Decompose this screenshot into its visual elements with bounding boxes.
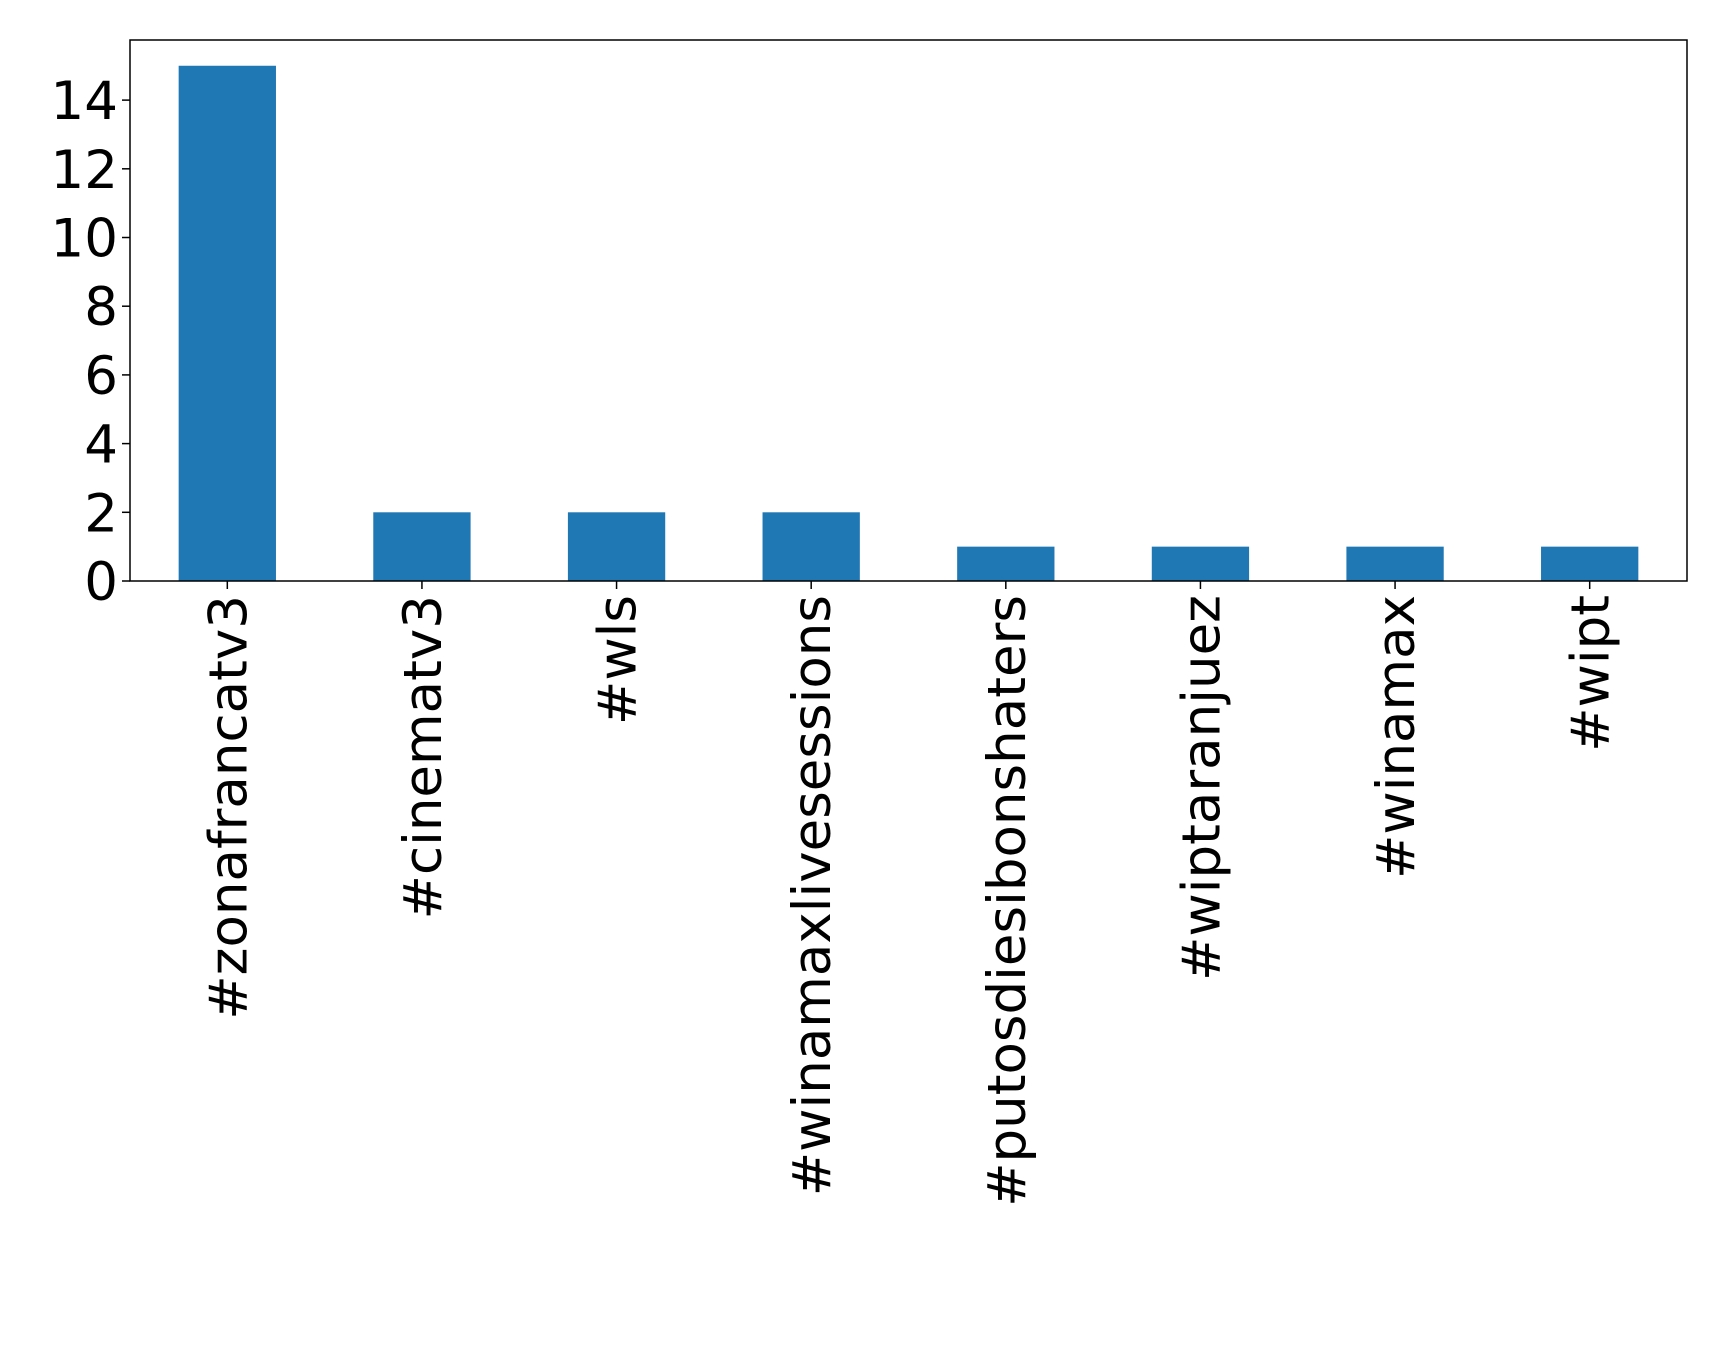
y-tick-label: 14 (51, 71, 118, 132)
x-tick-label: #cinematv3 (393, 595, 454, 919)
y-tick-label: 10 (51, 209, 118, 270)
y-tick-label: 0 (84, 552, 118, 613)
bar (373, 512, 471, 581)
bar (178, 65, 276, 581)
x-tick-label: #wipt (1561, 595, 1622, 752)
bar (957, 546, 1055, 581)
x-tick-label: #zonafrancatv3 (198, 595, 259, 1020)
y-tick-label: 8 (84, 277, 118, 338)
bar (1151, 546, 1250, 581)
x-tick-label: #wiptaranjuez (1171, 595, 1232, 981)
bar (1346, 546, 1444, 581)
plot-frame (129, 39, 1688, 582)
y-tick-label: 2 (84, 483, 118, 544)
x-tick-label: #winamaxlivesessions (782, 595, 843, 1196)
bar (1541, 546, 1639, 581)
x-tick-label: #putosdiesibonshaters (977, 595, 1038, 1207)
y-tick-label: 6 (84, 346, 118, 407)
x-tick-label: #wls (588, 595, 649, 725)
bar (567, 512, 666, 581)
y-tick-label: 4 (84, 415, 118, 476)
x-tick-label: #winamax (1366, 595, 1427, 879)
bar (762, 512, 860, 581)
y-tick-label: 12 (51, 140, 118, 201)
